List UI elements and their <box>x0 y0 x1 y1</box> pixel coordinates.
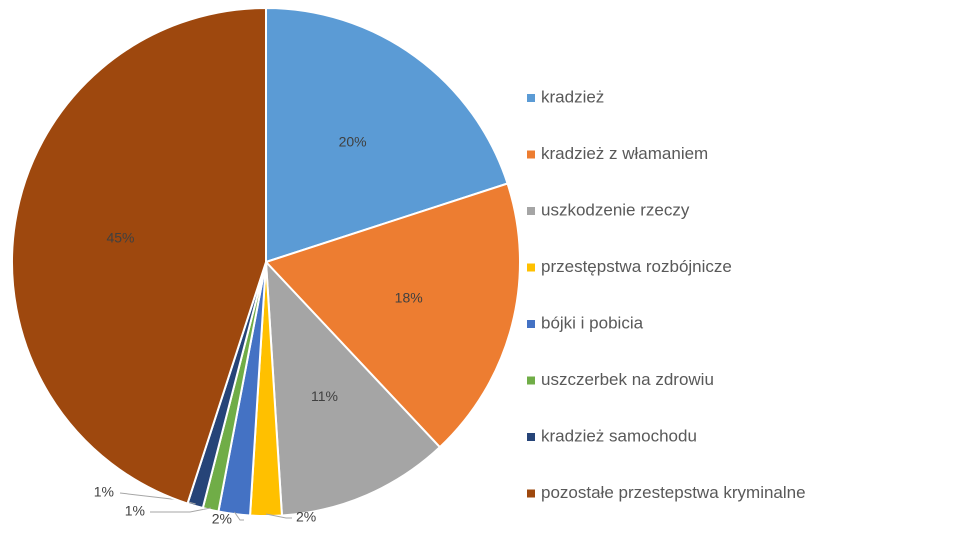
pie-slice <box>11 6 267 505</box>
legend-swatch <box>527 433 535 441</box>
legend-swatch <box>527 320 535 328</box>
legend-label: uszkodzenie rzeczy <box>541 200 690 219</box>
leader-line <box>265 513 292 519</box>
pie-slice <box>264 182 521 449</box>
legend-swatch <box>527 489 535 498</box>
legend-label: przestępstwa rozbójnicze <box>541 257 732 276</box>
data-label: 11% <box>311 388 338 404</box>
data-label: 1% <box>125 503 145 519</box>
data-label: 45% <box>106 230 134 246</box>
legend-label: uszczerbek na zdrowiu <box>541 370 714 389</box>
legend-label: kradzież samochodu <box>541 426 697 445</box>
pie-slice <box>265 6 509 264</box>
data-label: 20% <box>339 134 367 150</box>
data-label: 2% <box>212 511 232 527</box>
data-label: 1% <box>94 484 114 500</box>
legend-swatch <box>527 376 535 385</box>
leader-line <box>150 507 212 513</box>
data-label: 2% <box>296 509 316 525</box>
legend-swatch <box>527 263 535 272</box>
legend-label: pozostałe przestepstwa kryminalne <box>541 483 806 502</box>
data-label: 18% <box>395 289 423 305</box>
pie-slice <box>264 259 442 517</box>
legend-swatch <box>527 94 535 102</box>
leader-line <box>234 511 244 521</box>
legend-swatch <box>527 207 535 215</box>
legend-label: kradzież z włamaniem <box>541 144 708 163</box>
legend-label: kradzież <box>541 87 604 106</box>
legend-label: bójki i pobicia <box>541 313 644 332</box>
legend-swatch <box>527 150 535 159</box>
